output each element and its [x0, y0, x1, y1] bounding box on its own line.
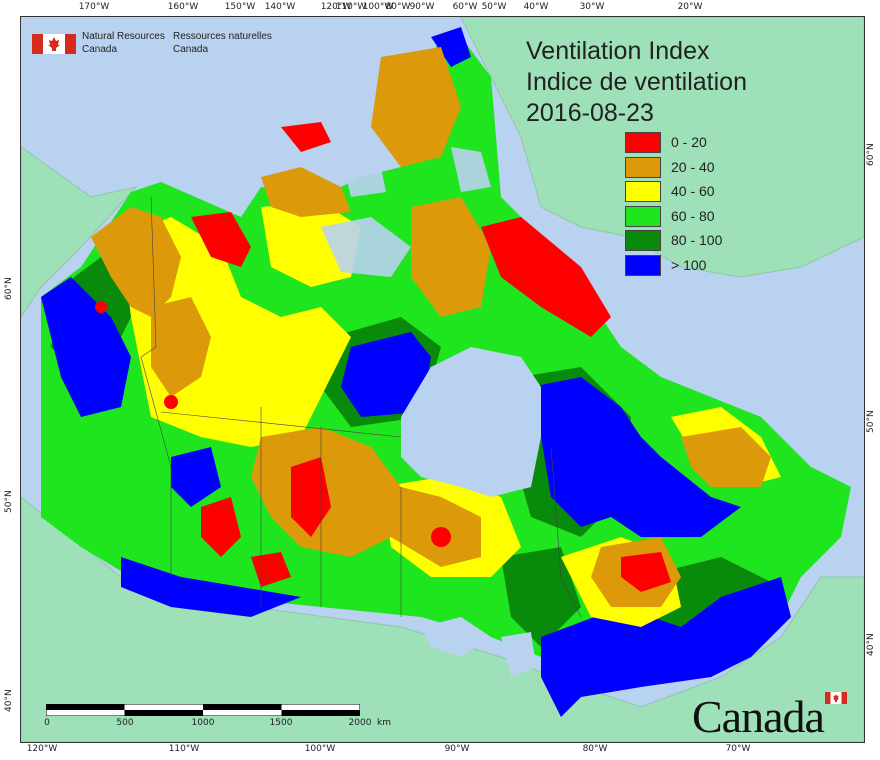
region-20-40 — [151, 297, 211, 397]
legend-label: 60 - 80 — [671, 207, 715, 224]
region-over-100 — [171, 447, 221, 507]
region-0-20 — [281, 122, 331, 152]
region-20-40 — [411, 197, 491, 317]
tick-top-label: 30°W — [579, 2, 605, 12]
tick-top-label: 170°W — [78, 2, 110, 12]
tick-top-label: 140°W — [264, 2, 296, 12]
region-over-100 — [341, 332, 431, 417]
alaska-landmass — [21, 146, 138, 318]
tick-top-label: 20°W — [677, 2, 703, 12]
legend-swatch — [625, 132, 661, 153]
tick-top-label: 100°W — [362, 2, 394, 12]
region-0-20 — [95, 301, 107, 313]
boundary-line — [140, 196, 172, 577]
boundary-line — [160, 411, 402, 438]
tick-bottom-label: 70°W — [725, 744, 751, 754]
tick-top-label: 90°W — [409, 2, 435, 12]
legend-label: 80 - 100 — [671, 232, 723, 249]
usa-landmass — [21, 496, 864, 742]
legend-label: 40 - 60 — [671, 183, 715, 200]
title-french: Indice de ventilation — [526, 68, 747, 96]
tick-bottom-label: 120°W — [26, 744, 58, 754]
tick-right-label: 40°N — [866, 633, 876, 656]
tick-left-label: 60°N — [4, 277, 14, 300]
tick-top-label: 160°W — [167, 2, 199, 12]
region-20-40 — [261, 167, 351, 217]
wordmark-flag-icon — [825, 692, 847, 704]
tick-top-label: 40°W — [523, 2, 549, 12]
tick-bottom-label: 90°W — [444, 744, 470, 754]
region-over-100 — [41, 277, 131, 417]
tick-left-label: 40°N — [4, 689, 14, 712]
map-drawing — [21, 17, 864, 742]
tick-left-label: 50°N — [4, 490, 14, 513]
tick-bottom-label: 110°W — [168, 744, 200, 754]
arctic-channel — [451, 147, 491, 192]
legend-label: 20 - 40 — [671, 158, 715, 175]
title-date: 2016-08-23 — [526, 99, 654, 127]
region-over-100 — [121, 557, 301, 617]
legend-swatch — [625, 205, 661, 227]
region-0-20 — [431, 527, 451, 547]
hudson-bay — [401, 347, 541, 497]
tick-top-label: 150°W — [224, 2, 256, 12]
scale-label: 1000 — [191, 718, 215, 728]
canada-flag-icon — [32, 34, 76, 54]
region-40-60 — [261, 202, 361, 287]
region-80-100 — [501, 547, 581, 647]
agency-fr-line1: Ressources naturelles — [173, 31, 272, 42]
arctic-channel — [341, 157, 386, 197]
scale-label: 0 — [44, 718, 50, 728]
legend-swatch — [625, 254, 661, 276]
agency-en-line2: Canada — [82, 44, 118, 55]
great-lakes — [421, 617, 491, 657]
legend-label: > 100 — [671, 256, 707, 273]
tick-right-label: 50°N — [866, 410, 876, 433]
arctic-channel — [321, 217, 411, 277]
scale-bar — [46, 704, 360, 716]
great-lakes — [501, 632, 536, 677]
tick-top-label: 110°W — [335, 2, 367, 12]
tick-top-label: 120°W — [320, 2, 352, 12]
region-over-100 — [531, 377, 741, 537]
region-over-100 — [541, 577, 791, 717]
tick-bottom-label: 100°W — [304, 744, 336, 754]
region-20-40 — [681, 427, 771, 487]
region-20-40 — [91, 207, 181, 317]
scale-label: 1500 — [269, 718, 293, 728]
region-0-20 — [164, 395, 178, 409]
legend-label: 0 - 20 — [671, 134, 707, 150]
tick-bottom-label: 80°W — [582, 744, 608, 754]
legend-swatch — [625, 156, 661, 178]
legend-swatch — [625, 181, 661, 203]
tick-top-label: 50°W — [481, 2, 507, 12]
region-20-40 — [371, 47, 461, 167]
agency-en-line1: Natural Resources — [82, 31, 165, 42]
boundary-line — [550, 446, 582, 618]
tick-top-label: 80°W — [385, 2, 411, 12]
canada-wordmark: Canada — [692, 691, 825, 742]
scale-label: 2000 — [348, 718, 372, 728]
region-0-20 — [481, 217, 611, 337]
scale-label: 500 — [116, 718, 134, 728]
region-over-100 — [431, 27, 471, 67]
region-0-20 — [201, 497, 241, 557]
agency-fr-line2: Canada — [173, 44, 209, 55]
region-0-20 — [621, 552, 671, 592]
title-english: Ventilation Index — [526, 37, 710, 65]
scale-unit: km — [377, 718, 391, 728]
agency-english: Natural Resources Canada — [82, 30, 165, 56]
legend-swatch — [625, 230, 661, 252]
map-canvas — [20, 16, 865, 743]
map-title: Ventilation Index Indice de ventilation … — [526, 36, 747, 129]
region-0-20 — [191, 212, 251, 267]
greenland-landmass — [460, 17, 864, 278]
tick-right-label: 60°N — [866, 143, 876, 166]
agency-french: Ressources naturelles Canada — [173, 30, 272, 56]
tick-top-label: 60°W — [452, 2, 478, 12]
